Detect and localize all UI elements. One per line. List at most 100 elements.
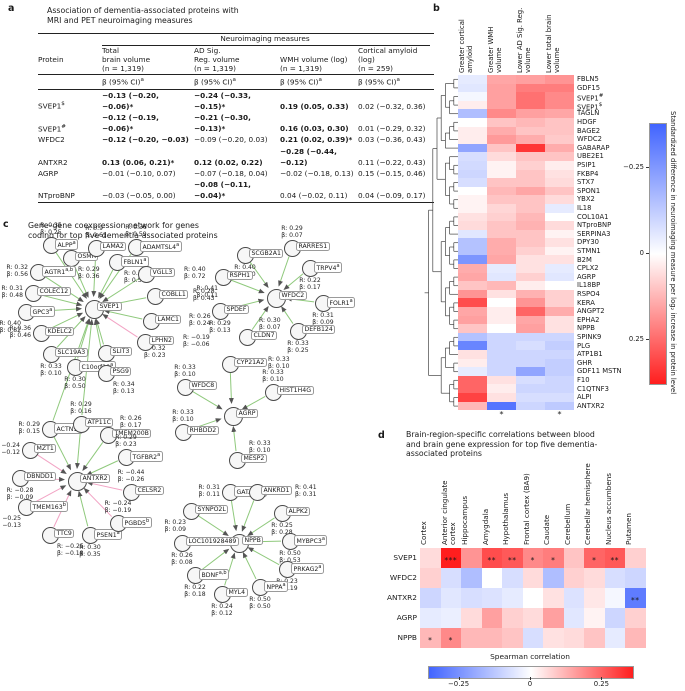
heatmap-b-row-label: C1QTNF3 [577, 384, 609, 393]
colorbar-b-tick-mark [646, 167, 649, 169]
edge-R-value: R: −0.25 [0, 515, 21, 522]
heatmap-d-row: *** ** ** * * * ** [420, 548, 646, 568]
network-node: FBLN1a R: 0.35 β: 0.50 [109, 254, 149, 284]
table-measure-header-line: Cortical amyloid [358, 45, 418, 55]
network-edge [95, 318, 104, 345]
network-node: MESP2 R: 0.33 β: 0.10 [229, 440, 271, 469]
heatmap-d-cell: * [440, 628, 461, 648]
heatmap-b-row-label: IL18BP [577, 281, 601, 290]
network-node: CELSR2 R: −0.44 β: −0.26 [118, 469, 164, 501]
heatmap-d-cell [481, 608, 502, 628]
network-node: COLEC12 R: 0.31 β: 0.48 [1, 285, 71, 302]
heatmap-b-cell [458, 350, 487, 359]
gene-label: SLC19A3 [55, 348, 88, 358]
network-node: GPC3a R: 0.40 β: 0.82 [0, 304, 55, 334]
heatmap-d-cell [522, 628, 543, 648]
network-node: TMEM163b R: −0.25β: −0.13 [0, 499, 69, 529]
heatmap-b-cell [458, 264, 487, 273]
heatmap-d-cell [461, 608, 482, 628]
gene-label: ANTXR2 [80, 474, 111, 484]
heatmap-b-cell [516, 178, 545, 187]
table-protein-cell: AGRP [38, 169, 58, 179]
edge-R-value: R: 0.33 [174, 364, 196, 371]
heatmap-d-cell [440, 608, 461, 628]
heatmap-d-cell [502, 608, 523, 628]
edge-beta-value: β: −0.12 [0, 449, 20, 456]
network-edge [228, 372, 234, 405]
heatmap-b-cell [516, 298, 545, 308]
heatmap-b-row-label: COL10A1 [577, 212, 609, 221]
heatmap-d: *** ** ** * * * ** ** * * [420, 548, 646, 648]
panel-d-title-line: and brain gene expression for top five d… [406, 439, 598, 449]
gene-label: SCGB2A1 [249, 249, 284, 259]
table-value-cell: 0.02 (−0.32, 0.36) [358, 101, 426, 111]
edge-beta-value: β: −0.19 [104, 507, 132, 514]
table-value-cell: −0.28 (−0.44, −0.12) [280, 146, 337, 167]
edge-beta-value: β: 0.50 [124, 277, 146, 284]
heatmap-b-cell [487, 264, 516, 273]
table-value-cell: 0.16 (0.03, 0.30) [280, 124, 349, 134]
edge-R-value: R: 0.23 [164, 519, 186, 526]
edge-statistics: R: 0.40 β: 0.72 [184, 266, 206, 280]
network-edge [103, 309, 143, 320]
heatmap-b-cell [487, 186, 516, 196]
edge-R-value: R: 0.33 [40, 363, 62, 370]
gene-label: RHBDD2 [187, 426, 219, 436]
heatmap-d-row-label: SVEP1 [393, 553, 417, 562]
table-value-cell: −0.21 (−0.30, −0.13)* [194, 113, 251, 134]
table-measure-header-line: brain volume [102, 54, 151, 64]
table-value-cell: 0.15 (−0.15, 0.46) [358, 169, 426, 179]
network-edge [82, 442, 104, 472]
heatmap-b-cell: * [487, 401, 516, 419]
heatmap-b-row-label: STMN1 [577, 247, 601, 255]
heatmap-b-cell [516, 264, 545, 273]
heatmap-b-cell [545, 315, 574, 325]
heatmap-b-row-label: SERPINA3 [577, 229, 611, 238]
network-edge [251, 306, 269, 330]
heatmap-b-cell [458, 186, 487, 196]
heatmap-b-row-label: ANTXR2 [577, 401, 605, 410]
edge-R-value: R: 0.29 [281, 225, 303, 232]
edge-beta-value: β: 0.10 [249, 447, 271, 454]
heatmap-d-cell [481, 568, 502, 588]
edge-statistics: R: 0.33 β: 0.10 [262, 369, 284, 383]
network-node: CLDN7 R: 0.30 β: 0.07 [239, 317, 281, 346]
heatmap-b-cell [545, 324, 574, 333]
colorbar-b-tick-label: 0.25 [628, 334, 644, 343]
heatmap-b-cell [487, 350, 516, 359]
colorbar-b-tick-mark [646, 338, 649, 340]
heatmap-b-cell [545, 160, 574, 170]
heatmap-d-cell [584, 588, 605, 608]
heatmap-b-cell [487, 126, 516, 136]
heatmap-b-cell [516, 238, 545, 247]
heatmap-b-cell [458, 117, 487, 127]
heatmap-b-cell [545, 255, 574, 265]
heatmap-b-cell: * [545, 401, 574, 419]
edge-statistics: R: 0.26 β: 0.24 [189, 313, 211, 327]
edge-beta-value: β: −0.26 [117, 476, 145, 483]
table-beta-row: β (95% CI)a β (95% CI)a β (95% CI)a β (95% … [38, 74, 434, 90]
heatmap-b-row [458, 272, 574, 282]
edge-beta-value: β: −0.09 [6, 494, 34, 501]
heatmap-d-cell [625, 568, 646, 588]
heatmap-b-row [458, 135, 574, 144]
heatmap-b-cell [487, 281, 516, 290]
colorbar-d-tick-label: −0.25 [448, 680, 470, 688]
edge-R-value: R: −0.25 [57, 543, 84, 550]
heatmap-b-cell: * [516, 221, 545, 238]
heatmap-b-cell [516, 160, 545, 170]
gene-label: HIST1H4G [277, 386, 314, 396]
heatmap-d-cell [481, 628, 502, 648]
edge-statistics: R: 0.33 β: 0.10 [172, 409, 194, 423]
heatmap-b: ************* [458, 75, 574, 419]
network-node: LAMC1 R: 0.26 β: 0.24 [143, 313, 211, 330]
network-node: MYL4 R: 0.24 β: 0.12 [211, 586, 248, 617]
heatmap-b-cell: * [545, 83, 574, 101]
gene-label: ADAMTSL4a [140, 241, 182, 253]
heatmap-d-cell [461, 568, 482, 588]
table-measure-header-line: (n = 1,319) [280, 63, 322, 73]
panel-c-title-line: Gene–gene coexpression network for genes [28, 221, 199, 230]
heatmap-b-cell [458, 358, 487, 368]
edge-R-value: R: 0.32 [144, 345, 166, 352]
